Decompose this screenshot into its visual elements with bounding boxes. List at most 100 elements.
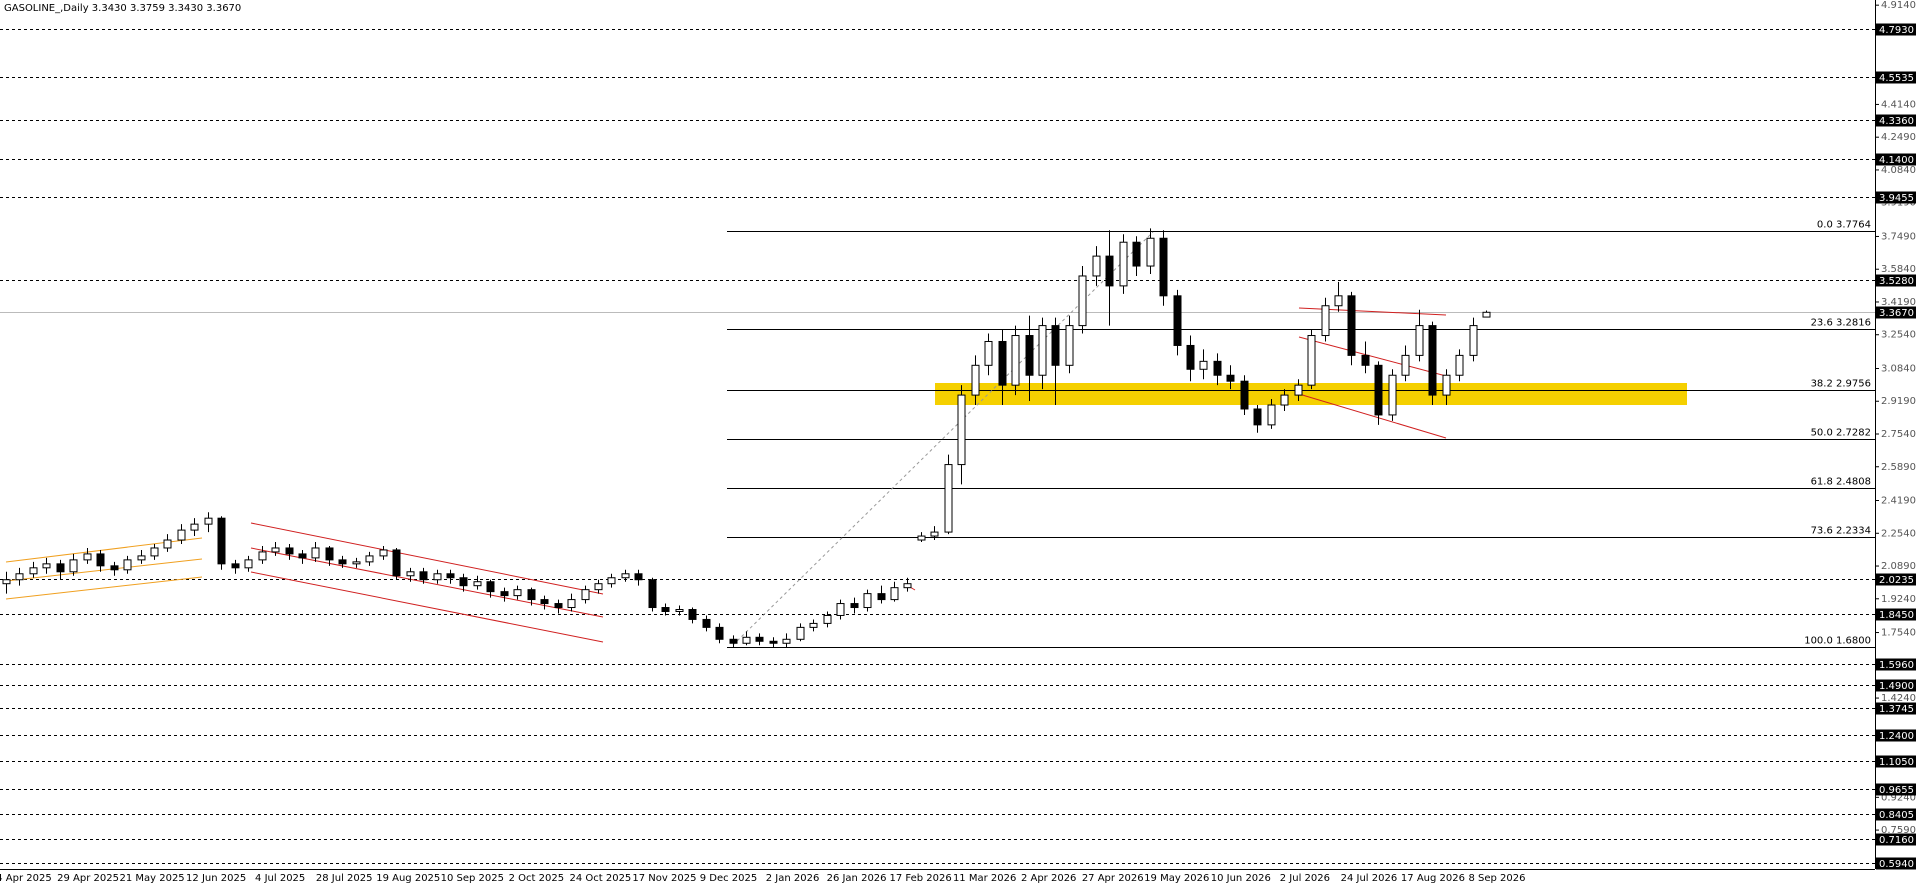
- candle-body: [1213, 360, 1222, 376]
- fib-label: 61.8 2.4808: [1811, 477, 1871, 488]
- candle-body: [581, 589, 590, 601]
- level-label: 0.9655: [1879, 785, 1914, 796]
- x-tick-label: 2 Oct 2025: [509, 873, 564, 884]
- level-label: 3.9455: [1879, 193, 1914, 204]
- candle-body: [392, 549, 401, 577]
- candle-body: [258, 551, 267, 561]
- x-tick-label: 28 Jul 2025: [316, 873, 373, 884]
- candle-body: [338, 559, 347, 565]
- candle-body: [729, 638, 738, 644]
- candle-body: [419, 571, 428, 581]
- y-tick-label: 4.9140: [1881, 0, 1916, 11]
- candle-body: [1092, 255, 1101, 277]
- candle-body: [1294, 384, 1303, 396]
- y-tick-label: 4.4140: [1881, 99, 1916, 110]
- price-label-box: [1876, 702, 1916, 715]
- fib-label: 38.2 2.9756: [1811, 379, 1871, 390]
- candle-body: [984, 340, 993, 366]
- channel-line: [250, 522, 604, 595]
- candle-body: [1280, 394, 1289, 406]
- candle-body: [1361, 354, 1370, 366]
- x-tick-label: 19 May 2026: [1144, 873, 1209, 884]
- candle-body: [150, 547, 159, 557]
- candle-body: [715, 626, 724, 640]
- fib-label: 73.6 2.2334: [1811, 526, 1871, 537]
- y-tick-label: 1.7540: [1881, 628, 1916, 639]
- y-tick-label: 2.7540: [1881, 429, 1916, 440]
- candle-body: [527, 589, 536, 601]
- candle-body: [123, 559, 132, 571]
- level-label: 1.2400: [1879, 731, 1914, 742]
- fib-label: 100.0 1.6800: [1804, 636, 1871, 647]
- price-label-box: [1876, 608, 1916, 621]
- level-label: 1.5960: [1879, 660, 1914, 671]
- chart-header: GASOLINE_,Daily 3.3430 3.3759 3.3430 3.3…: [4, 3, 241, 14]
- x-tick-label: 2 Jul 2026: [1280, 873, 1330, 884]
- candle-body: [554, 603, 563, 609]
- candle-body: [1388, 374, 1397, 416]
- current-price-label: 3.3670: [1879, 308, 1914, 319]
- x-tick-label: 9 Dec 2025: [700, 873, 758, 884]
- support-zone: [935, 383, 1687, 405]
- candle-body: [675, 609, 684, 612]
- candle-body: [648, 579, 657, 609]
- x-tick-label: 10 Sep 2025: [441, 873, 504, 884]
- candle-body: [177, 529, 186, 541]
- channel-line: [1298, 393, 1447, 439]
- candle-body: [1307, 335, 1316, 386]
- candle-body: [1226, 374, 1235, 382]
- candle-body: [1482, 311, 1491, 318]
- y-tick-label: 4.0840: [1881, 165, 1916, 176]
- candle-body: [217, 517, 226, 565]
- candle-body: [971, 364, 980, 396]
- candle-body: [769, 640, 778, 644]
- candle-body: [917, 535, 926, 541]
- candle-body: [1186, 344, 1195, 370]
- y-tick-label: 3.5840: [1881, 264, 1916, 275]
- candle-body: [890, 587, 899, 601]
- candle-body: [1428, 325, 1437, 396]
- candle-body: [42, 563, 51, 569]
- candle-body: [661, 607, 670, 612]
- y-tick-label: 2.9190: [1881, 396, 1916, 407]
- x-tick-label: 4 Apr 2025: [0, 873, 52, 884]
- candle-body: [433, 573, 442, 581]
- price-label-box: [1876, 808, 1916, 821]
- price-label-box: [1876, 71, 1916, 84]
- price-label-box: [1876, 658, 1916, 671]
- candle-body: [96, 553, 105, 567]
- levels: 0.0 3.7764 23.6 3.2816 38.2 2.9756 50.0 2.7…: [0, 29, 1875, 864]
- candle-body: [998, 340, 1007, 386]
- candle-body: [1469, 325, 1478, 356]
- candle-body: [406, 571, 415, 577]
- candle-body: [1025, 335, 1034, 376]
- candle-body: [352, 561, 361, 565]
- x-tick-label: 19 Aug 2025: [376, 873, 440, 884]
- x-tick-label: 2 Apr 2026: [1021, 873, 1076, 884]
- x-tick-label: 17 Aug 2026: [1401, 873, 1465, 884]
- candle-body: [285, 547, 294, 555]
- x-tick-label: 26 Jan 2026: [827, 873, 887, 884]
- price-label-box: [1876, 729, 1916, 742]
- candle-body: [1267, 404, 1276, 426]
- x-tick-label: 4 Jul 2025: [255, 873, 305, 884]
- candle-body: [137, 555, 146, 561]
- level-label: 3.5280: [1879, 276, 1914, 287]
- candle-body: [311, 547, 320, 559]
- candle-body: [29, 567, 38, 575]
- candle-body: [1321, 305, 1330, 337]
- level-label: 1.8450: [1879, 610, 1914, 621]
- candle-body: [567, 599, 576, 609]
- channel-line: [1298, 336, 1447, 377]
- price-label-box: [1876, 23, 1916, 36]
- candle-body: [702, 618, 711, 628]
- price-label-box: [1876, 274, 1916, 287]
- x-tick-label: 21 May 2025: [119, 873, 184, 884]
- candle-body: [863, 593, 872, 609]
- x-tick-label: 11 Mar 2026: [953, 873, 1016, 884]
- x-tick-label: 17 Feb 2026: [889, 873, 951, 884]
- candle-body: [944, 464, 953, 533]
- candle-body: [244, 559, 253, 569]
- price-label-box: [1876, 114, 1916, 127]
